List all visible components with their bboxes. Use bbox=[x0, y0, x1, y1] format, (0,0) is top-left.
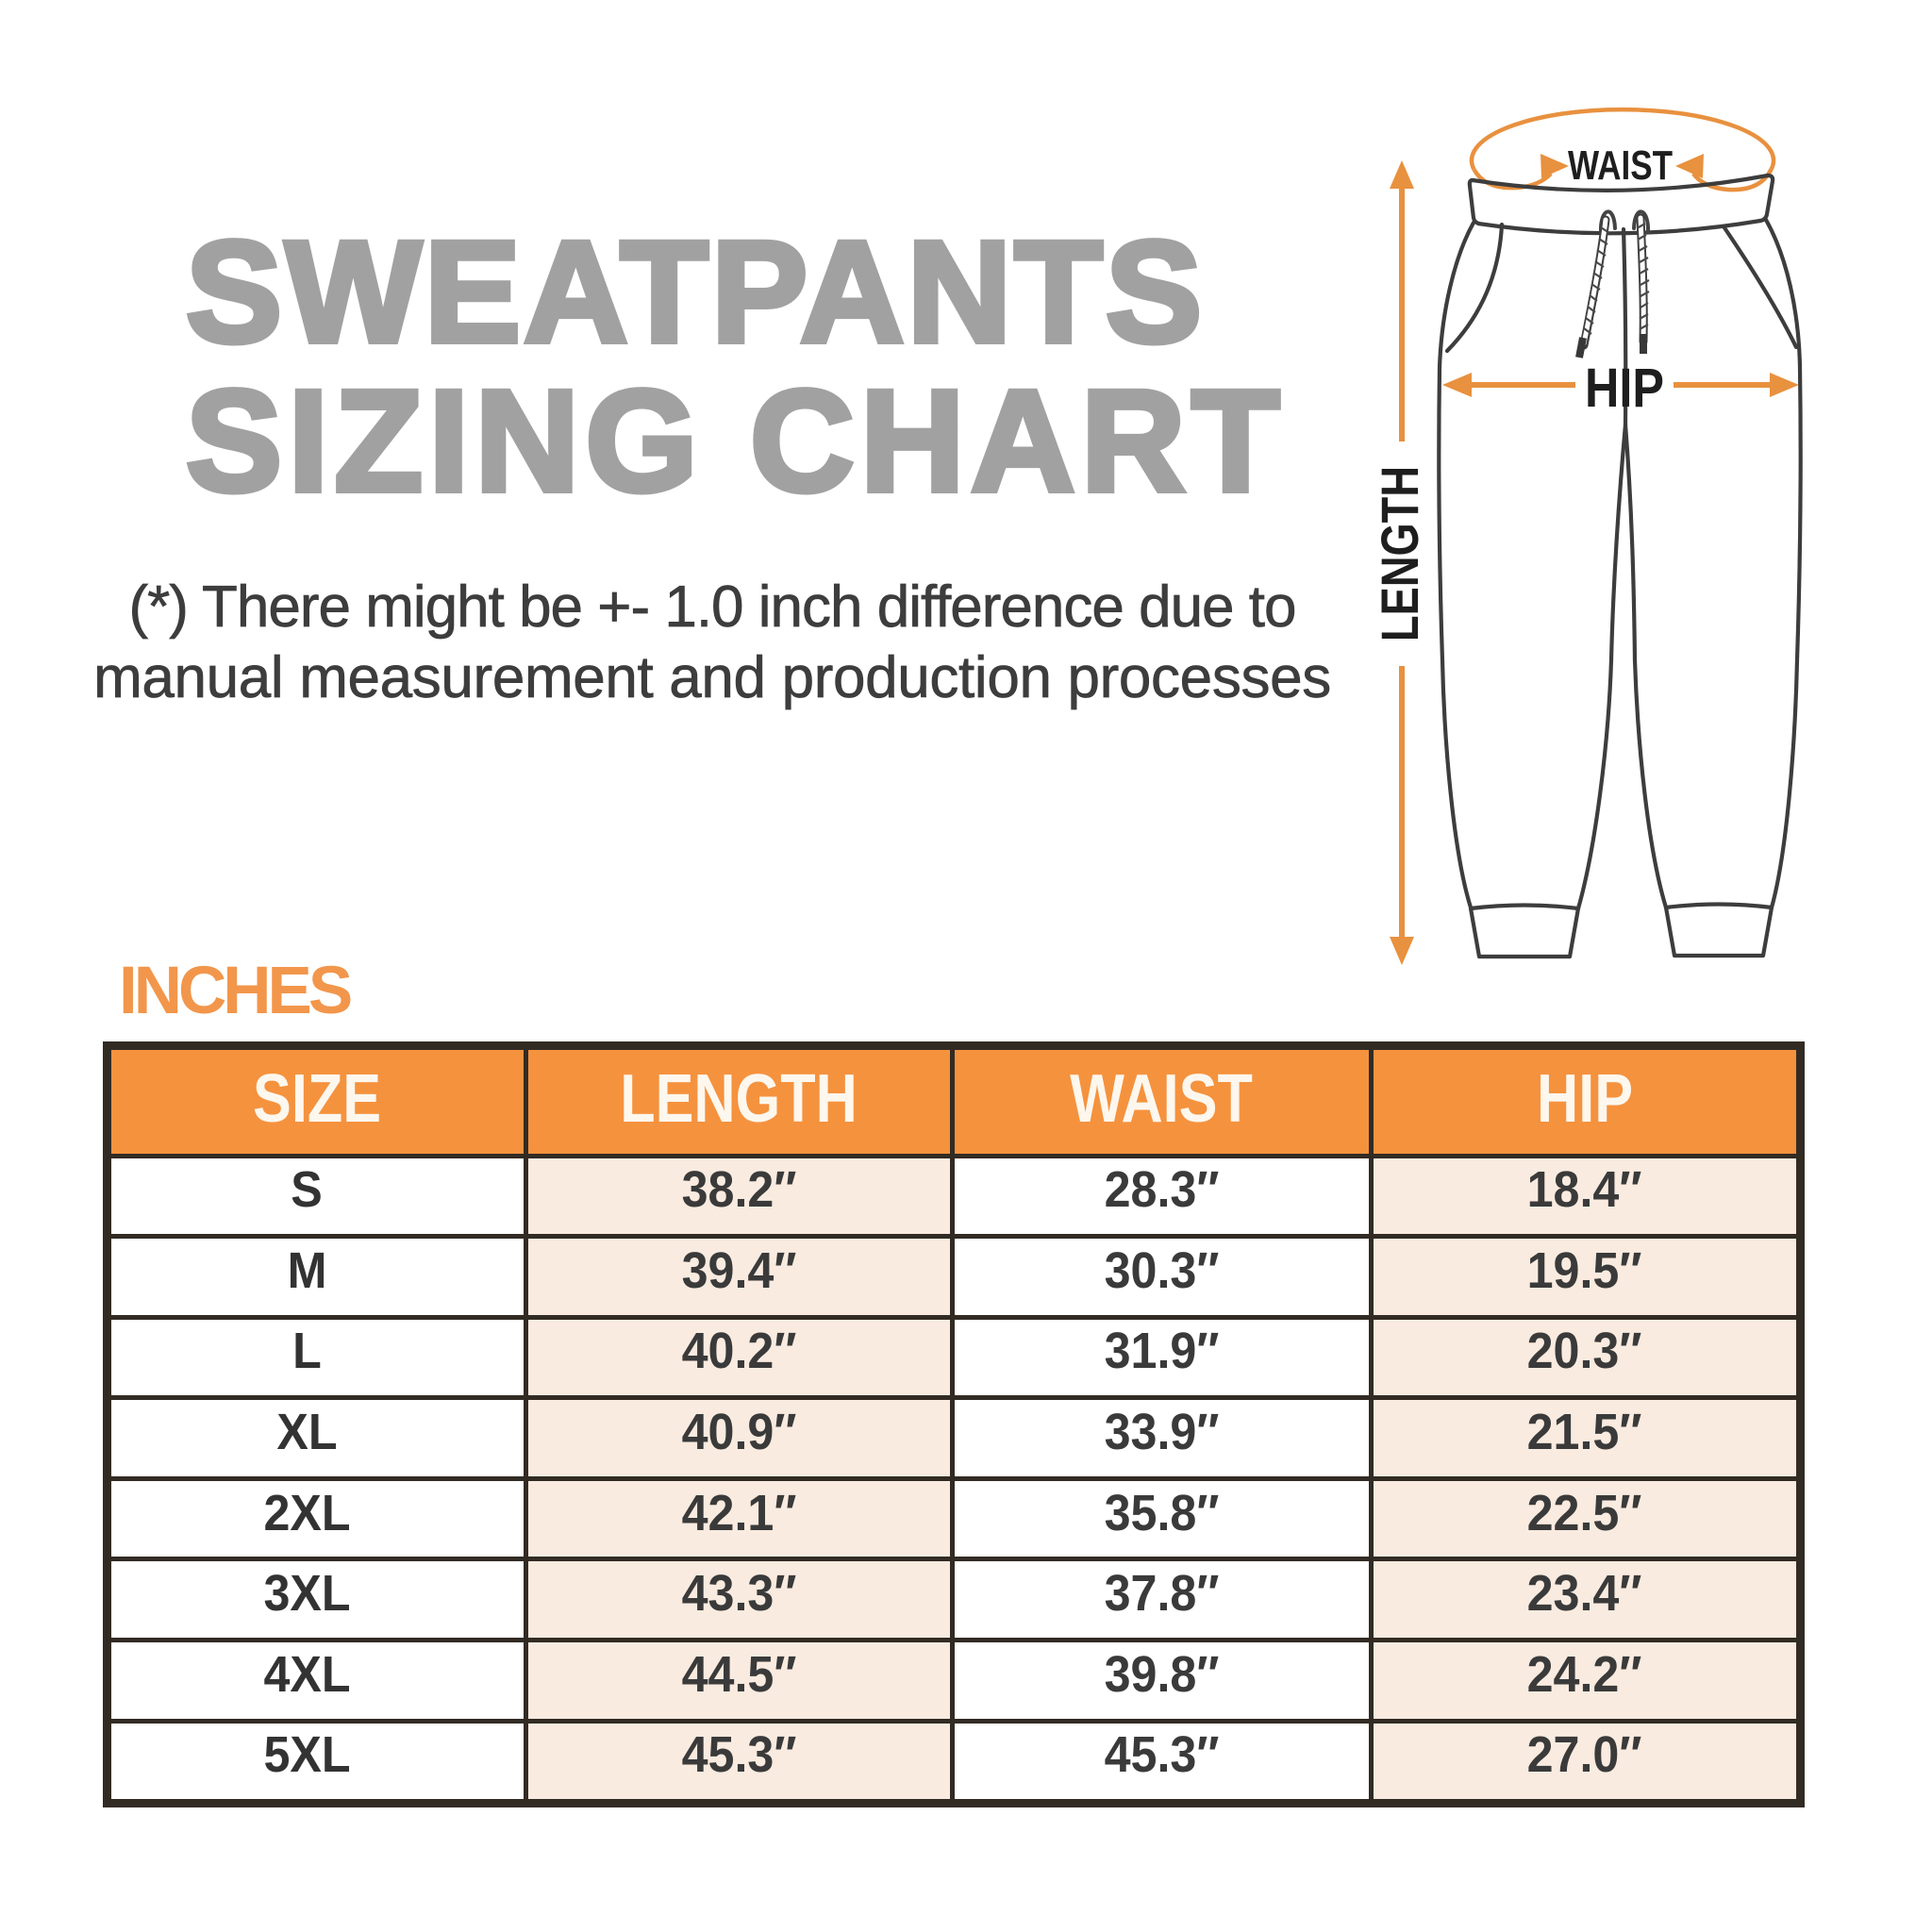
svg-text:HIP: HIP bbox=[1585, 358, 1664, 419]
svg-text:LENGTH: LENGTH bbox=[1370, 466, 1429, 641]
svg-text:WAIST: WAIST bbox=[1568, 142, 1673, 189]
